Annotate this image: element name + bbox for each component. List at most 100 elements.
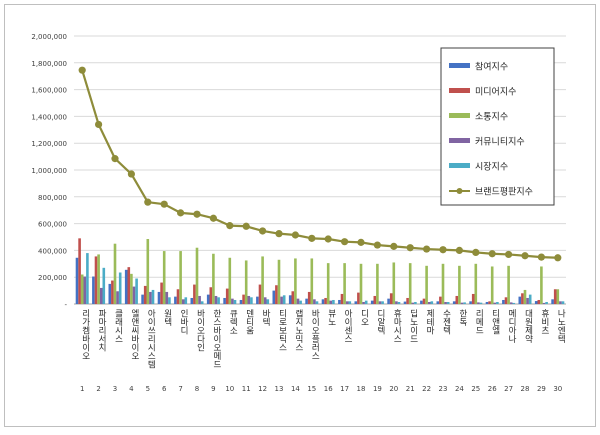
bar [376, 263, 379, 304]
bar [422, 298, 426, 304]
x-category-number: 24 [455, 385, 464, 393]
bar [509, 302, 513, 304]
bar [364, 300, 368, 304]
bar [130, 273, 133, 304]
bar [362, 301, 365, 304]
bar [436, 301, 440, 304]
bar [94, 256, 98, 304]
legend-box [440, 47, 555, 206]
x-category-label: 바텍 [261, 308, 271, 327]
bar [141, 294, 144, 304]
bar [326, 263, 330, 304]
x-category-label: 수젠텍 [441, 309, 451, 335]
bar [275, 285, 278, 304]
bar [389, 293, 393, 304]
x-category-label: 딥노이드 [408, 308, 418, 343]
bar [143, 285, 147, 304]
line-point [537, 253, 546, 261]
bar [458, 265, 461, 304]
bar [247, 295, 251, 304]
bar [561, 301, 565, 304]
bar [75, 257, 79, 304]
bar [296, 298, 300, 304]
bar [198, 295, 201, 304]
bar [127, 267, 131, 304]
x-category-label: 엘앤씨바이오 [129, 309, 139, 360]
bar [553, 289, 557, 304]
bar-series [75, 238, 565, 304]
line-point [291, 231, 299, 239]
x-category-number: 13 [275, 385, 284, 393]
y-tick-label: - [64, 301, 67, 309]
bar [176, 289, 180, 304]
x-category-label: 휴비츠 [539, 309, 549, 335]
bar [242, 294, 245, 304]
bar [135, 278, 138, 304]
bar [387, 298, 390, 304]
x-category-label: 아이쓰리시스템 [146, 308, 156, 368]
x-category-label: 클래시스 [113, 309, 123, 343]
bar [392, 262, 396, 304]
line-point [390, 242, 398, 250]
bar [540, 266, 543, 304]
line-point [554, 254, 562, 262]
bar [174, 296, 177, 304]
line-point [275, 230, 283, 238]
legend-swatch [449, 88, 470, 93]
bar [102, 267, 106, 304]
bar [83, 276, 87, 304]
bar [381, 301, 384, 304]
bar [258, 284, 262, 304]
legend-line-marker [456, 188, 463, 194]
bar [149, 291, 152, 304]
bar [488, 301, 491, 304]
bar [291, 291, 295, 304]
bar [266, 299, 270, 304]
bar [160, 282, 163, 304]
bar [280, 296, 283, 304]
bar [397, 301, 401, 304]
line-point [127, 170, 135, 178]
x-category-number: 10 [225, 385, 234, 393]
bar [118, 272, 122, 304]
x-category-label: 디알텍 [375, 309, 385, 335]
x-category-number: 16 [324, 385, 333, 393]
bar [357, 292, 360, 304]
y-axis: - 200,000 400,000 600,000 800,000 1,000,000 1,… [31, 33, 67, 309]
bar [244, 260, 248, 304]
line-point [95, 120, 103, 129]
line-series [78, 66, 562, 262]
bar [395, 301, 398, 304]
x-category-label: 리메드 [474, 309, 484, 335]
y-tick-label: 1,600,000 [31, 87, 67, 95]
bar [545, 301, 548, 304]
y-tick-label: 200,000 [38, 274, 67, 282]
bar [181, 299, 185, 304]
y-tick-label: 600,000 [38, 221, 67, 229]
bar [427, 301, 431, 304]
x-category-number: 14 [291, 385, 300, 393]
bar [190, 297, 194, 304]
bar [193, 284, 196, 304]
x-category-label: 메디아나 [507, 309, 517, 344]
bar [439, 296, 442, 304]
line-point [373, 241, 381, 249]
bar [479, 302, 483, 304]
bar [493, 302, 497, 304]
bar [496, 301, 499, 304]
bar [168, 297, 171, 304]
legend-label: 브랜드평판지수 [475, 187, 533, 198]
bar [250, 297, 253, 304]
x-category-number: 8 [195, 385, 199, 393]
line-point [226, 222, 234, 230]
line-point [308, 234, 316, 242]
bar [523, 289, 527, 304]
x-category-label: 티앤엘 [490, 309, 500, 335]
line-point [209, 214, 217, 222]
bar [277, 259, 281, 304]
line-point [177, 209, 185, 217]
bar [228, 257, 232, 304]
bar [146, 239, 150, 304]
x-category-number: 5 [146, 385, 150, 393]
bar [214, 295, 218, 304]
